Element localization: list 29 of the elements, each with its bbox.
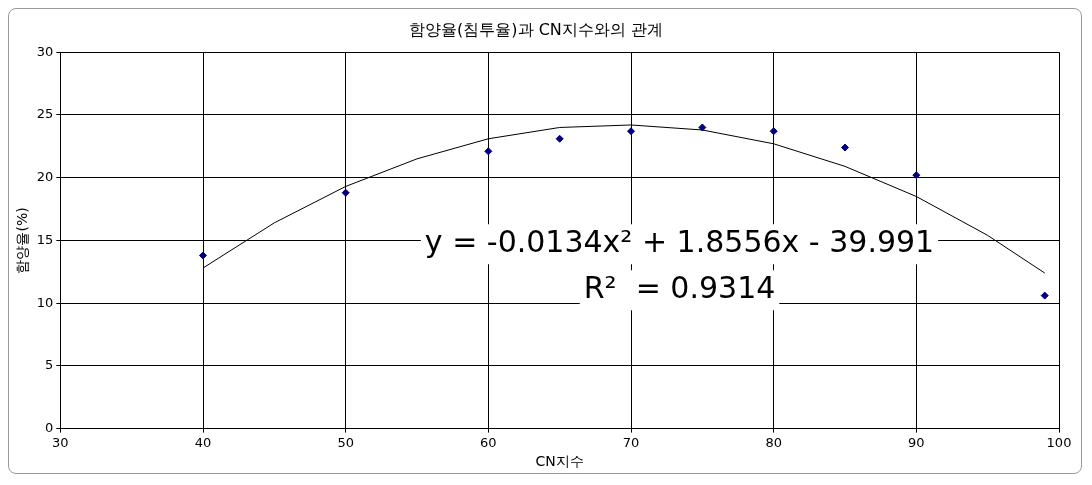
- y-tick-label: 25: [36, 106, 54, 122]
- point: [841, 143, 849, 152]
- x-tick-label: 60: [480, 434, 497, 450]
- x-tick-label: 50: [337, 434, 354, 450]
- y-tick-label: 20: [36, 169, 54, 185]
- x-tick-label: 70: [622, 434, 640, 450]
- y-axis-title: 함양율(%): [14, 207, 31, 274]
- point: [484, 147, 493, 156]
- point: [555, 134, 564, 143]
- y-tick-label: 5: [45, 357, 54, 373]
- point: [698, 123, 707, 132]
- y-tick-label: 0: [45, 419, 54, 435]
- point: [341, 188, 350, 197]
- x-tick-label: 80: [765, 434, 782, 450]
- point: [1040, 291, 1049, 300]
- point: [912, 171, 921, 180]
- annotation: R² = 0.9314: [583, 269, 776, 305]
- y-tick-label: 10: [36, 294, 54, 310]
- x-tick-label: 100: [1046, 434, 1072, 450]
- point: [769, 127, 778, 136]
- x-tick-label: 40: [194, 434, 212, 450]
- x-axis-title: CN지수: [535, 453, 584, 470]
- point: [199, 251, 208, 260]
- chart-title: 함양율(침투율)과 CN지수와의 관계: [409, 19, 663, 39]
- x-tick-label: 90: [908, 434, 925, 450]
- point: [627, 127, 635, 136]
- y-tick-label: 30: [36, 43, 54, 59]
- annotation: y = -0.0134x² + 1.8556x - 39.991: [424, 223, 935, 259]
- y-tick-label: 15: [36, 231, 54, 247]
